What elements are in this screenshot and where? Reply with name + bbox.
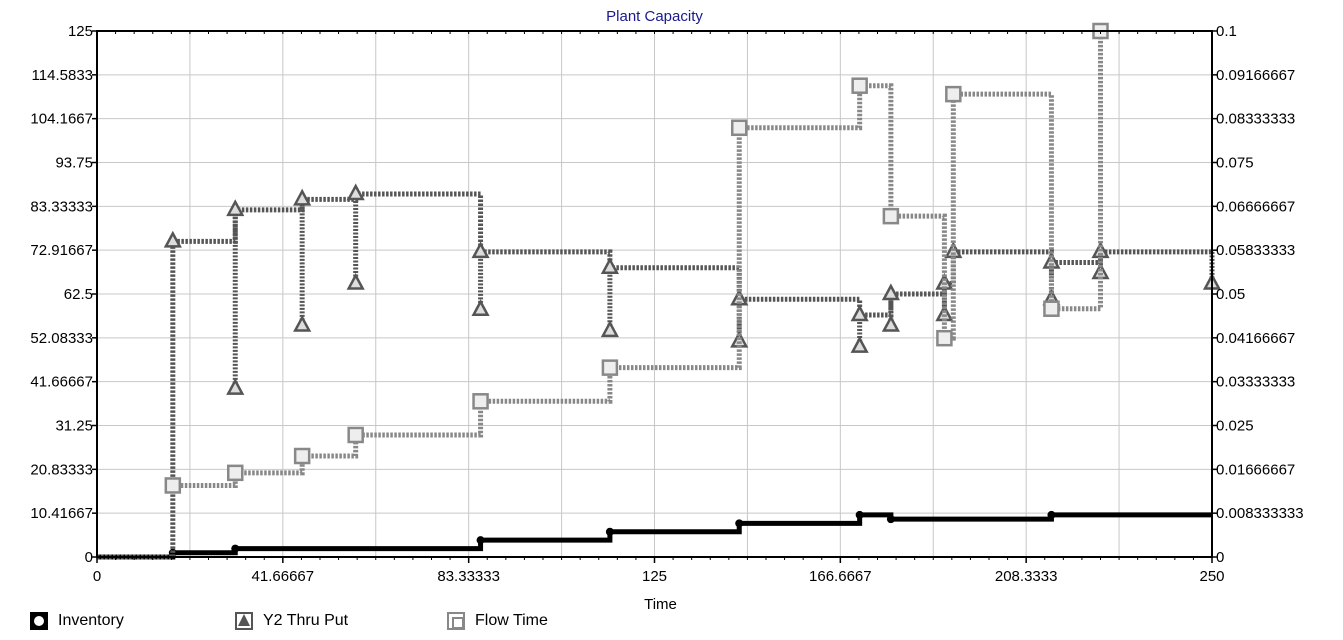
x-tick-label: 166.6667 (809, 568, 872, 585)
y-right-tick-label: 0.1 (1216, 23, 1237, 40)
y-left-tick-label: 93.75 (55, 155, 93, 172)
flowtime-point (936, 329, 953, 347)
y-left-tick-label: 41.66667 (30, 374, 93, 391)
thruput-point (600, 257, 619, 274)
legend-label-inventory: Inventory (58, 612, 124, 629)
thruput-point (850, 304, 869, 322)
legend-item-flowtime: Flow Time (447, 612, 548, 630)
y-left-tick-label: 104.1667 (30, 111, 93, 128)
y-right-tick-label: 0.075 (1216, 155, 1254, 172)
legend-label-thruput: Y2 Thru Put (263, 612, 349, 629)
y-left-tick-label: 72.91667 (30, 242, 93, 259)
thruput-drop-marker (850, 335, 869, 353)
x-tick-label: 208.3333 (995, 568, 1058, 585)
inventory-point (855, 510, 864, 519)
y-right-tick-label: 0.03333333 (1216, 374, 1295, 391)
thruput-point (881, 283, 900, 301)
x-tick-label: 250 (1199, 568, 1224, 585)
chart-title: Plant Capacity (606, 8, 703, 25)
flowtime-point (1043, 300, 1060, 317)
y-right-tick-label: 0.06666667 (1216, 198, 1295, 215)
inventory-point (231, 544, 240, 553)
y-right-tick-label: 0 (1216, 549, 1224, 566)
y-left-tick-label: 31.25 (55, 418, 93, 435)
flowtime-point (882, 207, 900, 225)
y-right-tick-label: 0.08333333 (1216, 111, 1295, 128)
flowtime-point (164, 477, 182, 494)
flowtime-point (730, 119, 748, 137)
thruput-drop-marker (600, 320, 619, 338)
flowtime-point (851, 77, 868, 94)
legend-item-inventory: Inventory (30, 612, 235, 630)
y-left-tick-label: 83.33333 (30, 198, 93, 215)
legend-label-flowtime: Flow Time (475, 612, 548, 629)
grid-lines (97, 31, 1212, 557)
x-tick-label: 83.33333 (437, 568, 500, 585)
inventory-point (476, 536, 485, 545)
x-tick-label: 125 (642, 568, 667, 585)
y-left-tick-label: 62.5 (64, 286, 93, 303)
thruput-swatch-icon (235, 612, 253, 630)
series-layer (97, 22, 1222, 560)
inventory-point (605, 527, 614, 536)
x-tick-label: 41.66667 (252, 568, 315, 585)
thruput-point (163, 230, 182, 248)
inventory-point (1047, 510, 1056, 519)
y-left-tick-label: 125 (68, 23, 93, 40)
y-left-tick-label: 0 (85, 549, 93, 566)
legend: Inventory Y2 Thru Put Flow Time (30, 612, 548, 630)
x-axis-label: Time (644, 596, 677, 613)
thruput-point (471, 241, 490, 259)
inventory-point (886, 515, 895, 524)
y-right-tick-label: 0.04166667 (1216, 330, 1295, 347)
flowtime-point (601, 359, 619, 376)
thruput-drop-marker (881, 314, 900, 332)
thruput-point (226, 199, 245, 217)
thruput-drop-marker (935, 304, 954, 322)
series-line-inventory (97, 512, 1212, 560)
y-right-tick-label: 0.09166667 (1216, 67, 1295, 84)
flowtime-point (347, 426, 364, 444)
inventory-point (735, 519, 744, 528)
flowtime-point (227, 464, 244, 482)
thruput-point (293, 188, 312, 206)
y-right-tick-label: 0.01666667 (1216, 461, 1295, 478)
series-line-y2-thru-put (97, 191, 1212, 560)
thruput-drop-marker (346, 272, 365, 290)
y-left-tick-label: 52.08333 (30, 330, 93, 347)
thruput-drop-marker (293, 314, 312, 332)
thruput-drop-marker (471, 299, 490, 317)
x-tick-label: 0 (93, 568, 101, 585)
flowtime-swatch-icon (447, 612, 465, 630)
y-right-tick-label: 0.05 (1216, 286, 1245, 303)
y-right-tick-label: 0.008333333 (1216, 505, 1304, 522)
y-left-tick-label: 10.41667 (30, 505, 93, 522)
y-right-tick-label: 0.05833333 (1216, 242, 1295, 259)
flowtime-point (472, 393, 489, 410)
y-left-tick-label: 20.83333 (30, 461, 93, 478)
y-left-tick-label: 114.5833 (32, 67, 93, 84)
legend-item-thruput: Y2 Thru Put (235, 612, 447, 630)
flowtime-point (293, 447, 311, 465)
inventory-swatch-icon (30, 612, 48, 630)
flowtime-point (945, 85, 962, 103)
axis-ticks: 0 41.66667 83.33333 125 166.6667 208.3333 250 0… (30, 23, 1303, 585)
thruput-point (346, 183, 365, 201)
y-right-tick-label: 0.025 (1216, 418, 1254, 435)
thruput-drop-marker (226, 378, 245, 395)
